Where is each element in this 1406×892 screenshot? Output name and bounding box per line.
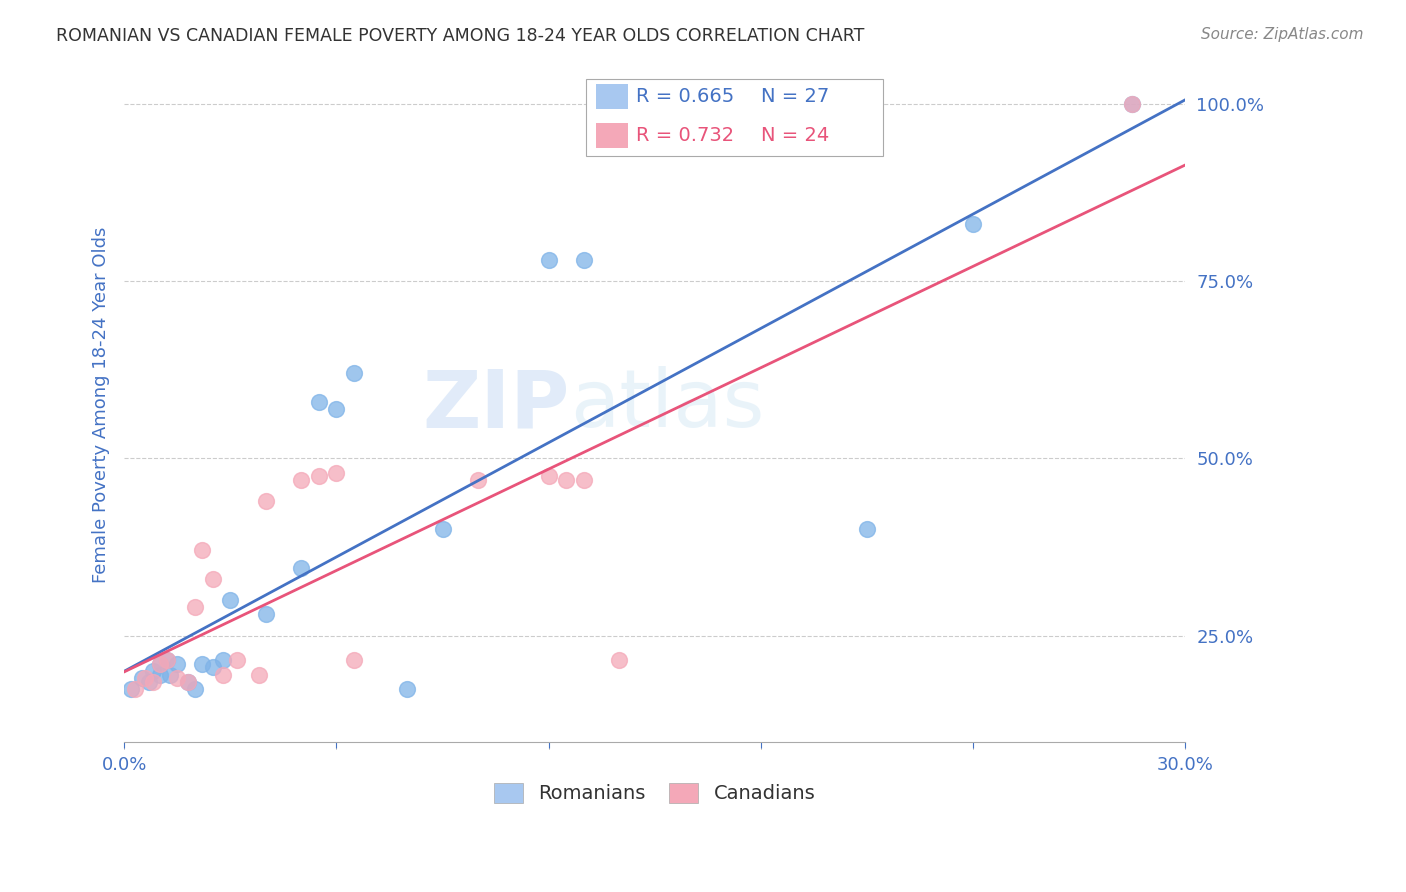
Point [131,671,153,685]
Point [325,466,347,480]
Point [134,671,156,685]
Text: atlas: atlas [569,367,765,444]
Point [537,469,560,483]
Text: R = 0.665: R = 0.665 [636,87,734,106]
Point [177,674,200,689]
Point [572,473,595,487]
Point [120,681,142,696]
Point [1121,97,1143,112]
Point [191,657,214,671]
Legend: Romanians, Canadians: Romanians, Canadians [484,773,825,813]
Point [201,572,224,586]
Text: Source: ZipAtlas.com: Source: ZipAtlas.com [1201,27,1364,42]
Point [343,653,366,667]
FancyBboxPatch shape [596,84,628,109]
Point [254,494,277,508]
Point [149,657,172,671]
FancyBboxPatch shape [586,78,883,156]
Text: N = 27: N = 27 [761,87,830,106]
Point [156,653,179,667]
Point [308,394,330,409]
Point [184,681,207,696]
FancyBboxPatch shape [596,123,628,148]
Point [177,674,200,689]
Point [396,681,419,696]
Text: ZIP: ZIP [423,367,569,444]
Point [201,660,224,674]
Point [141,674,163,689]
Point [247,667,270,681]
Point [1121,97,1143,112]
Point [609,653,631,667]
Point [226,653,249,667]
Text: ROMANIAN VS CANADIAN FEMALE POVERTY AMONG 18-24 YEAR OLDS CORRELATION CHART: ROMANIAN VS CANADIAN FEMALE POVERTY AMON… [56,27,865,45]
Point [166,671,188,685]
Point [467,473,489,487]
Y-axis label: Female Poverty Among 18-24 Year Olds: Female Poverty Among 18-24 Year Olds [93,227,110,583]
Point [212,653,235,667]
Point [159,667,181,681]
Point [138,674,160,689]
Point [141,664,163,678]
Point [432,522,454,536]
Point [962,218,984,232]
Point [343,366,366,380]
Point [555,473,578,487]
Point [156,653,179,667]
Point [149,667,172,681]
Point [184,600,207,615]
Point [572,252,595,267]
Point [537,252,560,267]
Point [308,469,330,483]
Point [191,543,214,558]
Point [149,657,172,671]
Text: N = 24: N = 24 [761,126,830,145]
Text: R = 0.732: R = 0.732 [636,126,734,145]
Point [124,681,146,696]
Point [290,473,312,487]
Point [254,607,277,622]
Point [290,561,312,575]
Point [219,593,242,607]
Point [166,657,188,671]
Point [212,667,235,681]
Point [325,401,347,416]
Point [856,522,879,536]
